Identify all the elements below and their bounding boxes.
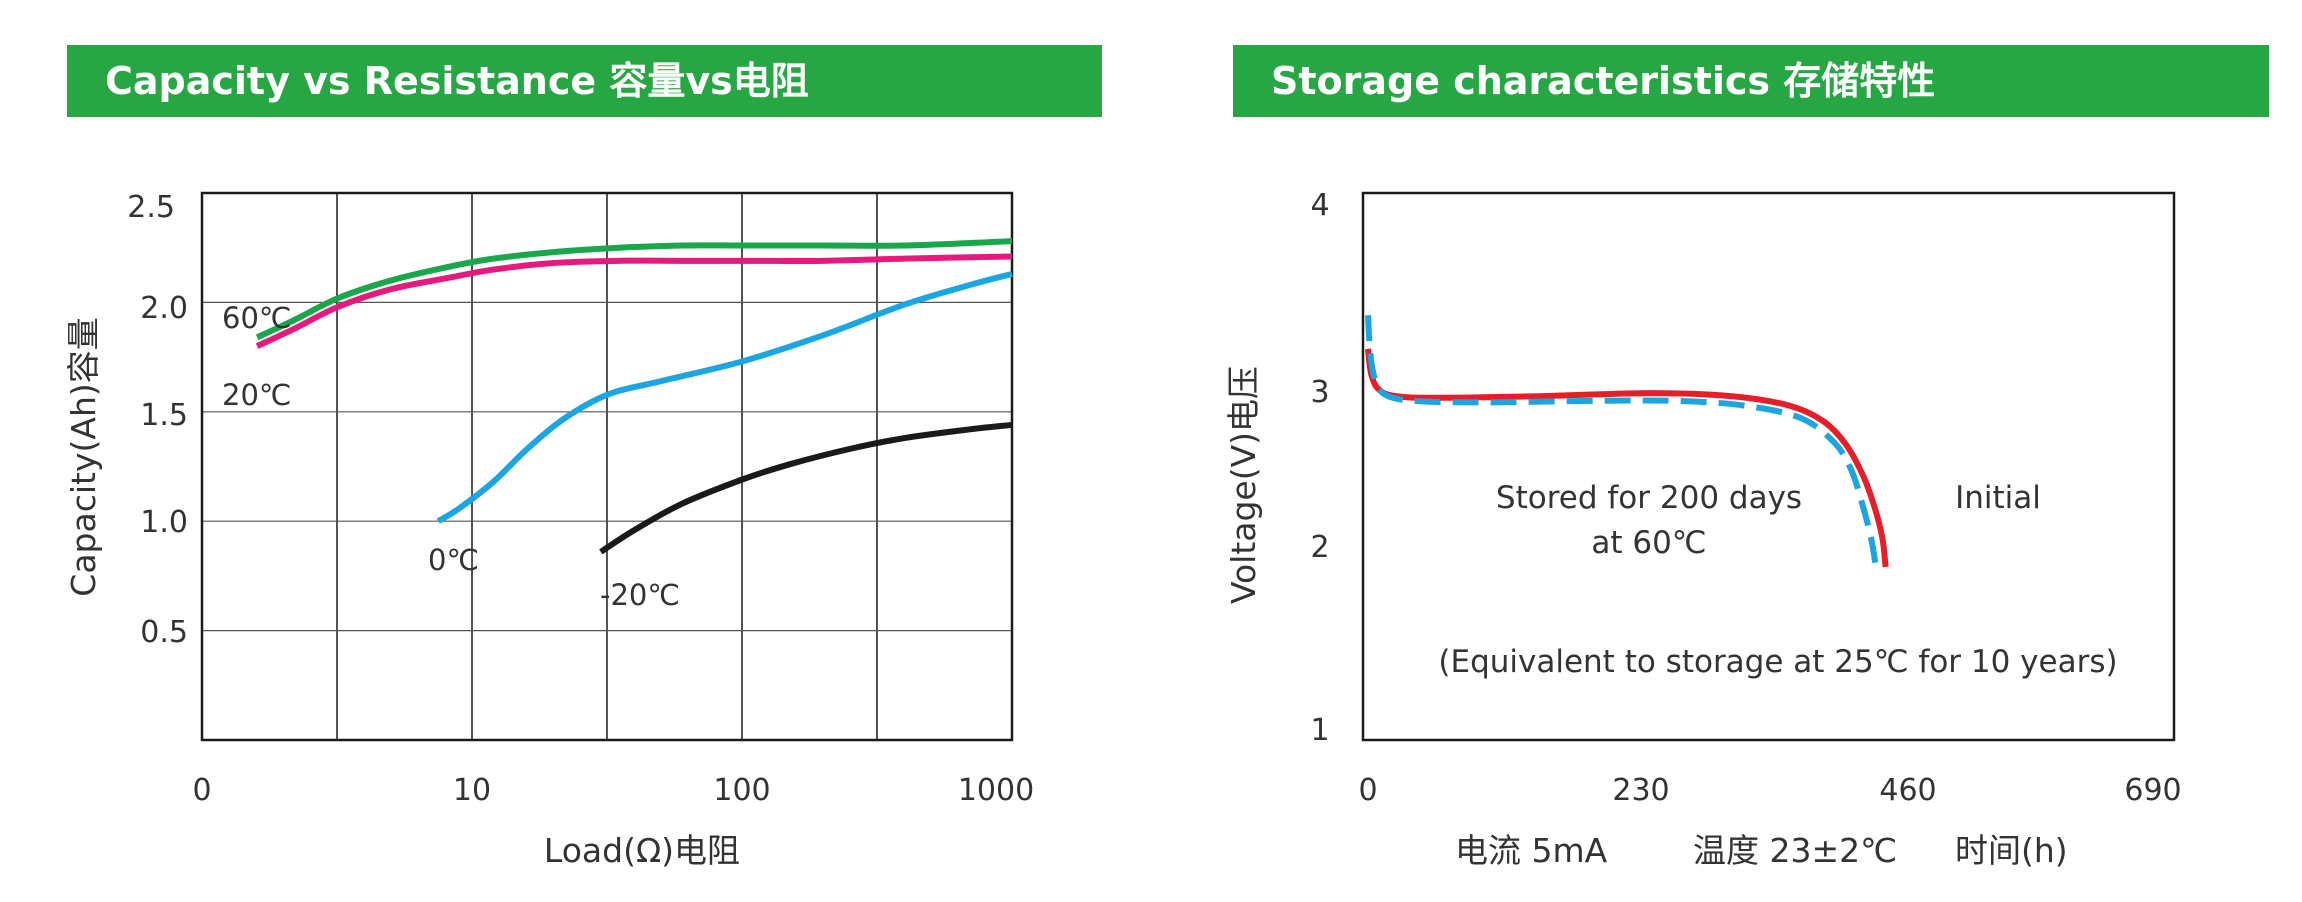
storage-line-stored (1365, 315, 1879, 564)
capacity-x-axis-label: Load(Ω)电阻 (544, 831, 740, 870)
capacity-x-tick: 10 (453, 773, 491, 808)
annotation-initial: Initial (1955, 480, 2041, 516)
capacity-chart: 2.5 2.0 1.5 1.0 0.5 0 10 100 1000 Load(Ω… (64, 190, 1034, 870)
storage-y-axis-label: Voltage(V)电压 (1224, 366, 1263, 604)
series-line-0c (436, 271, 1013, 524)
storage-plot-frame (1361, 191, 2176, 742)
current-label: 电流 5mA (1455, 831, 1608, 870)
capacity-x-tick: 0 (192, 773, 211, 808)
annotation-stored-line1: Stored for 200 days (1496, 480, 1802, 516)
storage-chart: 4 3 2 1 0 230 460 690 Voltage(V)电压 电流 5m… (1224, 188, 2182, 870)
capacity-chart-title: Capacity vs Resistance 容量vs电阻 (67, 45, 1102, 117)
storage-y-tick: 2 (1310, 530, 1329, 565)
capacity-y-tick: 0.5 (140, 615, 188, 650)
capacity-x-tick: 1000 (958, 773, 1034, 808)
storage-series-group (1365, 315, 1889, 568)
capacity-y-tick: 2.5 (127, 190, 175, 225)
capacity-series-group (255, 238, 1013, 555)
capacity-y-tick: 1.5 (140, 398, 188, 433)
storage-x-tick: 690 (2124, 773, 2181, 808)
series-label-0c: 0℃ (428, 543, 479, 577)
storage-x-tick: 230 (1612, 773, 1669, 808)
temperature-label: 温度 23±2℃ (1693, 831, 1897, 870)
series-line-20c (255, 253, 1013, 349)
annotation-stored-line2: at 60℃ (1591, 525, 1706, 561)
storage-chart-title: Storage characteristics 存储特性 (1233, 45, 2269, 117)
time-axis-label: 时间(h) (1955, 831, 2068, 870)
series-label-60c: 60℃ (222, 301, 291, 335)
storage-y-tick: 3 (1310, 375, 1329, 410)
capacity-y-tick: 1.0 (140, 505, 188, 540)
annotation-equivalent: (Equivalent to storage at 25℃ for 10 yea… (1438, 644, 2117, 680)
storage-x-tick: 0 (1358, 773, 1377, 808)
storage-y-tick: 4 (1310, 188, 1329, 223)
series-line-minus20c (599, 421, 1013, 555)
series-line-60c (255, 238, 1013, 341)
series-label-minus20c: -20℃ (600, 578, 680, 612)
capacity-grid (202, 193, 1012, 740)
capacity-plot-frame (200, 191, 1014, 742)
capacity-y-axis-label: Capacity(Ah)容量 (64, 317, 103, 596)
series-label-20c: 20℃ (222, 378, 291, 412)
capacity-x-tick: 100 (713, 773, 770, 808)
capacity-y-tick: 2.0 (140, 291, 188, 326)
storage-x-tick: 460 (1879, 773, 1936, 808)
storage-y-tick: 1 (1310, 713, 1329, 748)
